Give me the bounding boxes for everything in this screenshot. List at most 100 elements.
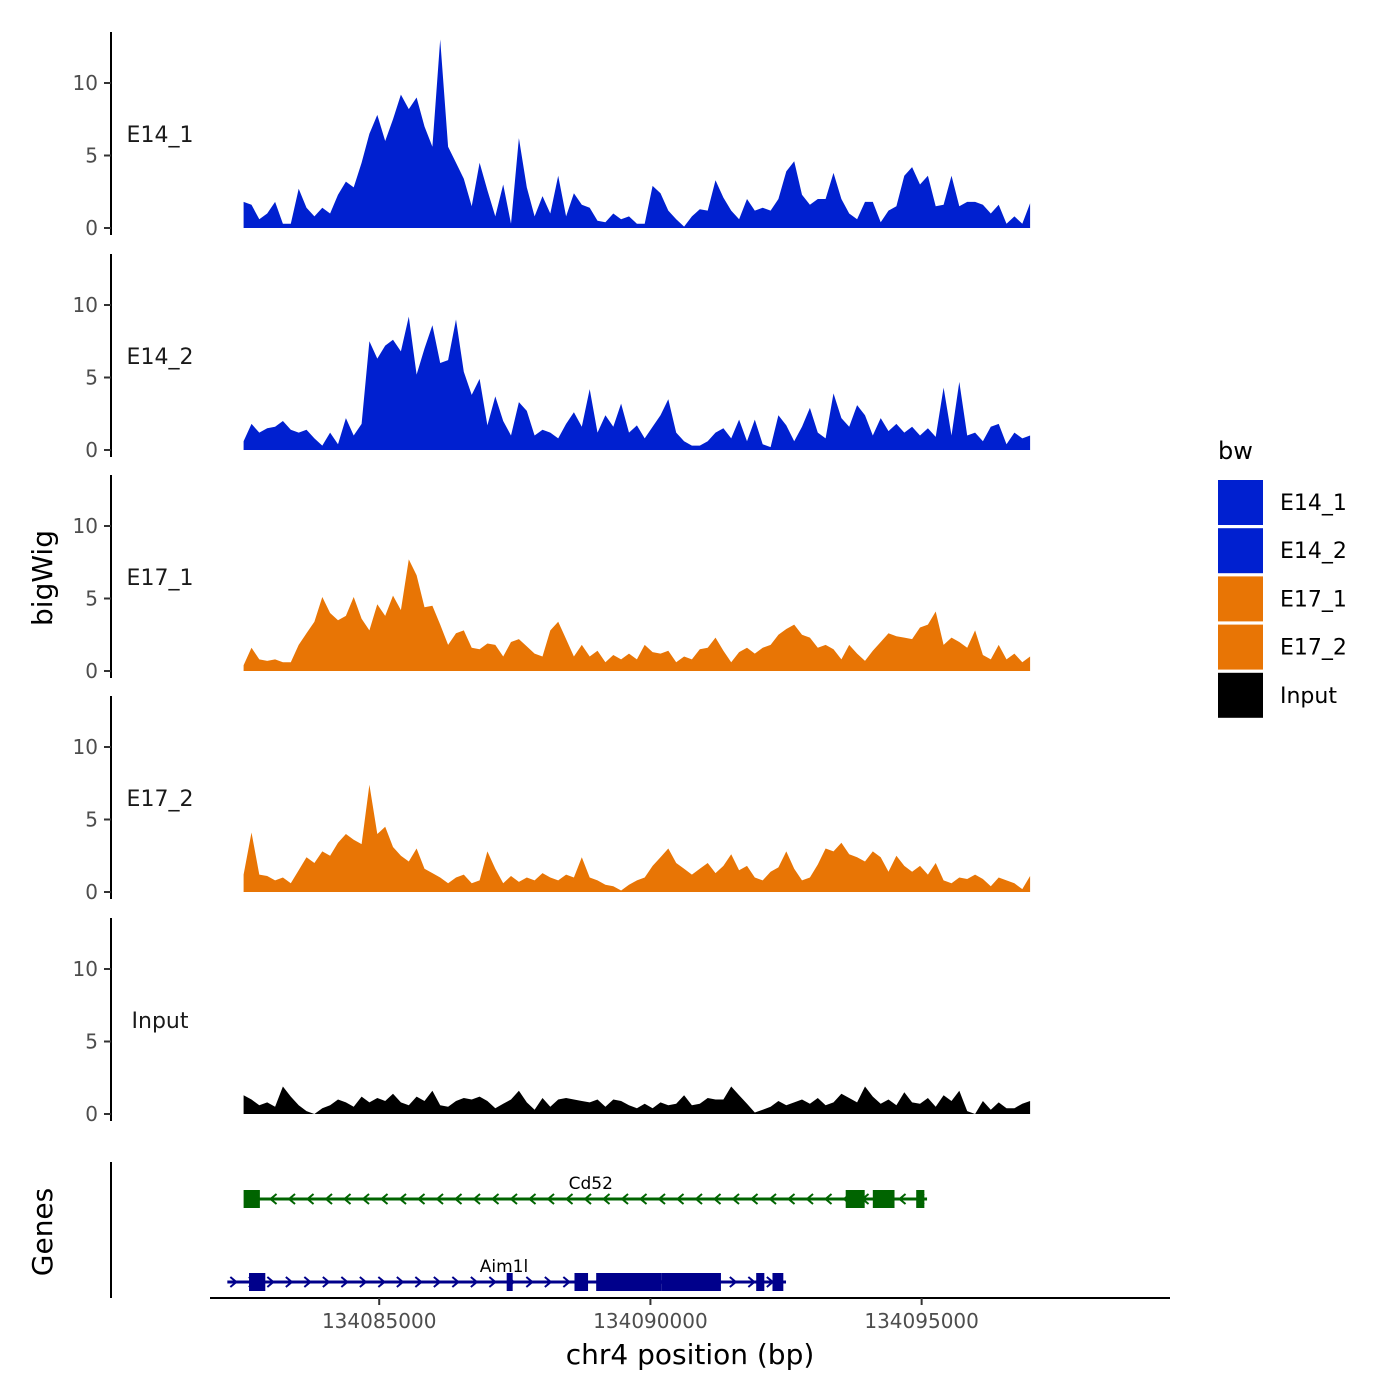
gene-exon <box>661 1273 721 1291</box>
track-label-E14_1: E14_1 <box>127 123 194 148</box>
legend-label-E17_1: E17_1 <box>1280 587 1347 612</box>
y-axis-title: bigWig <box>26 530 59 626</box>
y-tick-label: 5 <box>85 366 98 390</box>
track-label-Input: Input <box>132 1009 189 1034</box>
gene-exon <box>506 1273 513 1291</box>
x-tick-label: 134085000 <box>322 1309 437 1333</box>
strand-arrow <box>729 1276 738 1288</box>
gene-exon <box>756 1273 765 1291</box>
coverage-area-E14_1 <box>243 39 1031 228</box>
y-tick-label: 0 <box>85 216 98 240</box>
legend-swatch-E17_2 <box>1218 624 1263 670</box>
strand-arrow <box>675 1193 685 1205</box>
strand-arrow <box>544 1276 553 1288</box>
y-tick-label: 10 <box>73 957 98 981</box>
strand-arrow <box>398 1193 407 1205</box>
coverage-area-Input <box>243 1086 1031 1114</box>
track-Input: 0 5 10 Input <box>73 918 1031 1126</box>
strand-arrow <box>583 1193 592 1205</box>
gene-Cd52: Cd52 <box>243 1174 928 1208</box>
strand-arrow <box>897 1193 907 1205</box>
gene-track: Cd52 Aim1l <box>110 1162 928 1298</box>
strand-arrow <box>509 1193 518 1205</box>
strand-arrow <box>285 1276 294 1288</box>
strand-arrow <box>266 1276 275 1288</box>
strand-arrow <box>731 1193 740 1205</box>
track-E14_1: 0 5 10 E14_1 <box>73 32 1031 240</box>
x-tick-label: 134095000 <box>864 1309 979 1333</box>
legend-label-E14_2: E14_2 <box>1280 539 1347 564</box>
strand-arrow <box>601 1193 611 1205</box>
strand-arrow <box>527 1193 537 1205</box>
strand-arrow <box>620 1193 629 1205</box>
legend-swatch-E14_1 <box>1218 480 1263 525</box>
strand-arrow <box>268 1193 278 1205</box>
strand-arrow <box>305 1193 315 1205</box>
y-tick-label: 5 <box>85 587 98 611</box>
y-tick-label: 5 <box>85 1030 98 1054</box>
strand-arrow <box>414 1276 423 1288</box>
strand-arrow <box>416 1193 426 1205</box>
strand-arrow <box>805 1193 814 1205</box>
strand-arrow <box>453 1193 463 1205</box>
strand-arrow <box>303 1276 312 1288</box>
track-label-E17_1: E17_1 <box>127 566 194 591</box>
x-axis-title: chr4 position (bp) <box>566 1338 815 1371</box>
strand-arrow <box>322 1276 331 1288</box>
track-label-E17_2: E17_2 <box>127 787 194 812</box>
strand-arrow <box>564 1193 574 1205</box>
strand-arrow <box>472 1193 481 1205</box>
legend-swatch-E14_2 <box>1218 528 1263 574</box>
strand-arrow <box>361 1193 370 1205</box>
gene-exon <box>574 1273 589 1291</box>
strand-arrow <box>451 1276 460 1288</box>
track-E14_2: 0 5 10 E14_2 <box>73 254 1031 462</box>
strand-arrow <box>470 1276 479 1288</box>
y-tick-label: 10 <box>73 293 98 317</box>
strand-arrow <box>435 1193 444 1205</box>
strand-arrow <box>786 1193 796 1205</box>
strand-arrow <box>525 1276 534 1288</box>
strand-arrow <box>488 1276 497 1288</box>
y-tick-label: 0 <box>85 880 98 904</box>
bigwig-tracks: 0 5 10 E14_1 0 5 10 E14_2 0 5 10 E17_1 0 5 10 E17_2 0 5 10… <box>73 32 1031 1126</box>
strand-arrow <box>546 1193 555 1205</box>
x-tick-label: 134090000 <box>593 1309 708 1333</box>
strand-arrow <box>342 1193 352 1205</box>
strand-arrow <box>324 1193 333 1205</box>
strand-arrow <box>638 1193 648 1205</box>
legend-swatch-E17_1 <box>1218 576 1263 622</box>
gene-Aim1l: Aim1l <box>227 1257 787 1291</box>
y-tick-label: 10 <box>73 735 98 759</box>
strand-arrow <box>490 1193 500 1205</box>
y-tick-label: 0 <box>85 659 98 683</box>
strand-arrow <box>359 1276 368 1288</box>
y-tick-label: 0 <box>85 438 98 462</box>
legend-swatch-Input <box>1218 672 1263 718</box>
legend-label-E14_1: E14_1 <box>1280 491 1347 516</box>
strand-arrow <box>712 1193 722 1205</box>
strand-arrow <box>657 1193 666 1205</box>
strand-arrow <box>379 1193 389 1205</box>
gene-exon <box>596 1273 662 1291</box>
legend-label-Input: Input <box>1280 684 1337 709</box>
gene-label-Cd52: Cd52 <box>569 1174 613 1194</box>
track-label-E14_2: E14_2 <box>127 345 194 370</box>
gene-exon <box>916 1190 925 1208</box>
strand-arrow <box>433 1276 442 1288</box>
track-E17_2: 0 5 10 E17_2 <box>73 696 1031 904</box>
strand-arrow <box>562 1276 571 1288</box>
strand-arrow <box>287 1193 296 1205</box>
gene-exon <box>243 1190 260 1208</box>
strand-arrow <box>749 1193 759 1205</box>
gene-exon <box>249 1273 266 1291</box>
y-tick-label: 10 <box>73 71 98 95</box>
strand-arrow <box>768 1193 777 1205</box>
gene-exon <box>872 1190 895 1208</box>
coverage-area-E14_2 <box>243 316 1031 450</box>
strand-arrow <box>340 1276 349 1288</box>
genes-axis-title: Genes <box>26 1188 59 1276</box>
gene-label-Aim1l: Aim1l <box>480 1257 528 1277</box>
strand-arrow <box>694 1193 703 1205</box>
